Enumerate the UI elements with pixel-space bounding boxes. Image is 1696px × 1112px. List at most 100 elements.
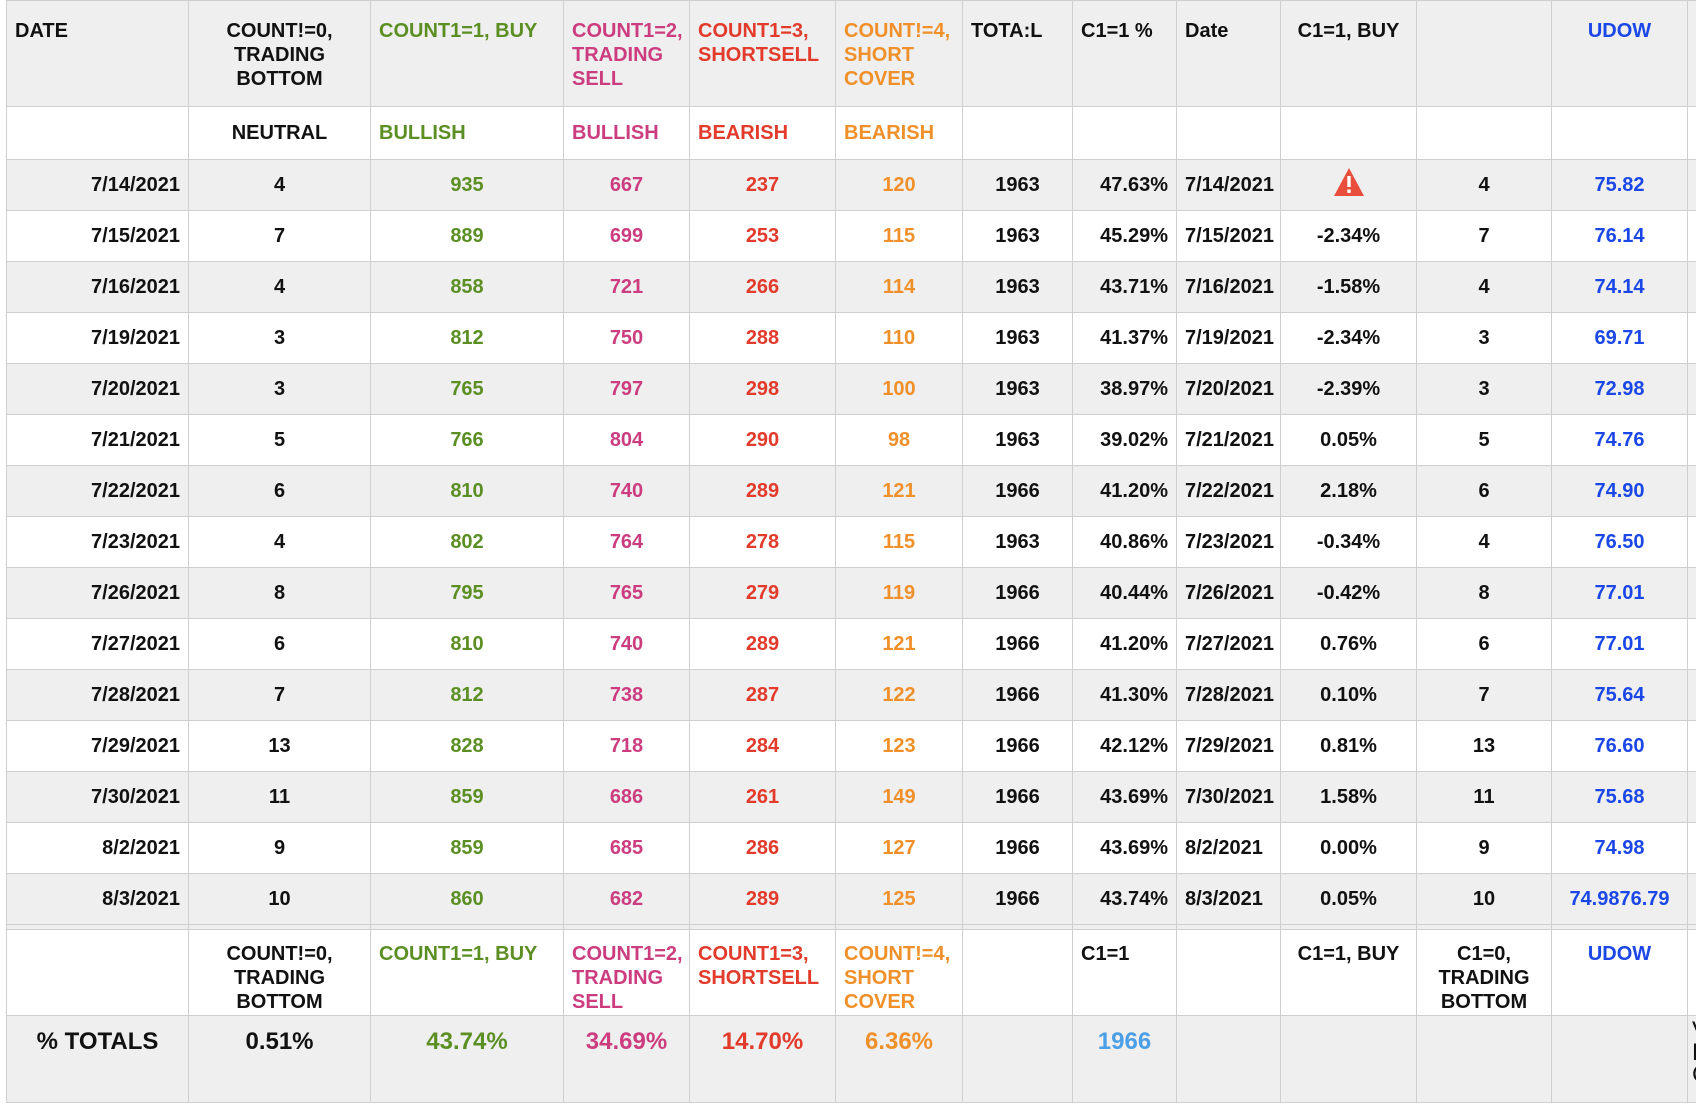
- cell-buy[interactable]: 1.58%: [1280, 771, 1417, 823]
- header-count0[interactable]: COUNT!=0, TRADING BOTTOM: [188, 0, 371, 107]
- header-count4[interactable]: COUNT!=4, SHORT COVER: [835, 0, 963, 107]
- cell-c0[interactable]: 8: [188, 567, 371, 619]
- cell-c4[interactable]: 115: [835, 516, 963, 568]
- cell-udow[interactable]: 77.01: [1551, 567, 1688, 619]
- cell-extra[interactable]: [1687, 669, 1696, 721]
- cell-c4[interactable]: 120: [835, 159, 963, 211]
- cell-c3[interactable]: 279: [689, 567, 836, 619]
- cell-c3[interactable]: 289: [689, 873, 836, 925]
- cell-date[interactable]: 8/2/2021: [6, 822, 189, 874]
- cell-c0b[interactable]: 9: [1416, 822, 1552, 874]
- footer-header-c3[interactable]: COUNT1=3, SHORTSELL: [689, 929, 836, 1016]
- cell-date2[interactable]: 8/2/2021: [1176, 822, 1281, 874]
- header-total[interactable]: TOTA:L: [962, 0, 1073, 107]
- cell-date[interactable]: 7/14/2021: [6, 159, 189, 211]
- cell-total[interactable]: 1966: [962, 465, 1073, 517]
- cell-c0b[interactable]: 11: [1416, 771, 1552, 823]
- cell-c1[interactable]: 765: [370, 363, 564, 415]
- footer-header-c1[interactable]: COUNT1=1, BUY: [370, 929, 564, 1016]
- cell-c2[interactable]: 667: [563, 159, 690, 211]
- cell-extra[interactable]: [1687, 567, 1696, 619]
- footer-header-c0b[interactable]: C1=0, TRADING BOTTOM: [1416, 929, 1552, 1016]
- cell-c3[interactable]: 284: [689, 720, 836, 772]
- cell-extra[interactable]: [1687, 414, 1696, 466]
- cell-c2[interactable]: 738: [563, 669, 690, 721]
- footer-header-c0[interactable]: COUNT!=0, TRADING BOTTOM: [188, 929, 371, 1016]
- header-count1[interactable]: COUNT1=1, BUY: [370, 0, 564, 107]
- cell-extra[interactable]: [1687, 822, 1696, 874]
- cell-c0b[interactable]: 4: [1416, 261, 1552, 313]
- cell-c0b[interactable]: 8: [1416, 567, 1552, 619]
- cell-extra[interactable]: [1687, 465, 1696, 517]
- cell-c2[interactable]: 750: [563, 312, 690, 364]
- cell-c0[interactable]: 5: [188, 414, 371, 466]
- cell-c4[interactable]: 110: [835, 312, 963, 364]
- cell-c1[interactable]: 795: [370, 567, 564, 619]
- cell-c2[interactable]: 718: [563, 720, 690, 772]
- cell-c2[interactable]: 740: [563, 618, 690, 670]
- cell-c0b[interactable]: 7: [1416, 210, 1552, 262]
- cell-c2[interactable]: 699: [563, 210, 690, 262]
- cell-buy[interactable]: 0.05%: [1280, 873, 1417, 925]
- cell-date2[interactable]: 7/21/2021: [1176, 414, 1281, 466]
- cell-buy[interactable]: 0.76%: [1280, 618, 1417, 670]
- totals-c1[interactable]: 43.74%: [370, 1015, 564, 1103]
- subheader-bearish-3[interactable]: BEARISH: [689, 106, 836, 160]
- cell-c0[interactable]: 3: [188, 312, 371, 364]
- cell-date[interactable]: 7/22/2021: [6, 465, 189, 517]
- cell-c2[interactable]: 765: [563, 567, 690, 619]
- cell-extra[interactable]: [1687, 771, 1696, 823]
- cell-extra[interactable]: [1687, 210, 1696, 262]
- cell-c4[interactable]: 123: [835, 720, 963, 772]
- cell-c0b[interactable]: 3: [1416, 363, 1552, 415]
- cell-buy[interactable]: 0.81%: [1280, 720, 1417, 772]
- totals-label[interactable]: % TOTALS: [6, 1015, 189, 1103]
- cell-date2[interactable]: 7/26/2021: [1176, 567, 1281, 619]
- cell-c3[interactable]: 266: [689, 261, 836, 313]
- cell-c4[interactable]: 121: [835, 618, 963, 670]
- cell-pct[interactable]: 43.71%: [1072, 261, 1177, 313]
- cell-c0[interactable]: 4: [188, 159, 371, 211]
- cell-c1[interactable]: 812: [370, 669, 564, 721]
- cell-udow[interactable]: 74.76: [1551, 414, 1688, 466]
- cell-pct[interactable]: 41.37%: [1072, 312, 1177, 364]
- footer-header-c2[interactable]: COUNT1=2, TRADING SELL: [563, 929, 690, 1016]
- cell-c3[interactable]: 288: [689, 312, 836, 364]
- cell-c2[interactable]: 764: [563, 516, 690, 568]
- cell-c0b[interactable]: 5: [1416, 414, 1552, 466]
- cell-c3[interactable]: 298: [689, 363, 836, 415]
- cell-total[interactable]: 1966: [962, 720, 1073, 772]
- cell-total[interactable]: 1966: [962, 822, 1073, 874]
- footer-header-buy[interactable]: C1=1, BUY: [1280, 929, 1417, 1016]
- cell-c4[interactable]: 119: [835, 567, 963, 619]
- cell-date[interactable]: 7/15/2021: [6, 210, 189, 262]
- cell-date2[interactable]: 7/19/2021: [1176, 312, 1281, 364]
- cell-total[interactable]: 1963: [962, 414, 1073, 466]
- footer-header-empty[interactable]: [6, 929, 189, 1016]
- cell-udow[interactable]: 69.71: [1551, 312, 1688, 364]
- cell-c0[interactable]: 6: [188, 465, 371, 517]
- cell-pct[interactable]: 40.86%: [1072, 516, 1177, 568]
- cell-udow[interactable]: 72.98: [1551, 363, 1688, 415]
- cell-udow[interactable]: 74.98: [1551, 822, 1688, 874]
- cell-c0b[interactable]: 13: [1416, 720, 1552, 772]
- cell-buy[interactable]: [1280, 159, 1417, 211]
- cell-date[interactable]: 7/16/2021: [6, 261, 189, 313]
- cell-buy[interactable]: -0.34%: [1280, 516, 1417, 568]
- cell-total[interactable]: 1966: [962, 618, 1073, 670]
- cell-c1[interactable]: 802: [370, 516, 564, 568]
- cell-buy[interactable]: 0.10%: [1280, 669, 1417, 721]
- totals-c3[interactable]: 14.70%: [689, 1015, 836, 1103]
- cell-c1[interactable]: 935: [370, 159, 564, 211]
- totals-pct[interactable]: 1966: [1072, 1015, 1177, 1103]
- cell-total[interactable]: 1963: [962, 210, 1073, 262]
- cell-c3[interactable]: 278: [689, 516, 836, 568]
- cell-date2[interactable]: 7/30/2021: [1176, 771, 1281, 823]
- cell-udow[interactable]: 74.14: [1551, 261, 1688, 313]
- totals-empty[interactable]: [1416, 1015, 1552, 1103]
- cell-date2[interactable]: 7/27/2021: [1176, 618, 1281, 670]
- cell-udow[interactable]: 76.60: [1551, 720, 1688, 772]
- cell-total[interactable]: 1963: [962, 159, 1073, 211]
- cell-c0[interactable]: 3: [188, 363, 371, 415]
- cell-c4[interactable]: 100: [835, 363, 963, 415]
